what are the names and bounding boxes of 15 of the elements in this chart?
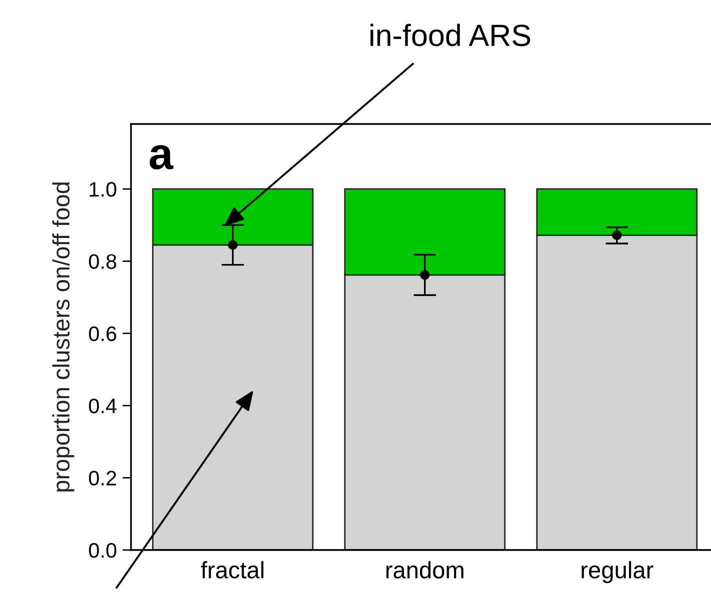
y-tick-label: 0.0 [88,543,116,558]
y-tick-label: 0.8 [88,254,116,269]
y-axis-title: proportion clusters on/off food [52,182,74,492]
y-tick-label: 1.0 [90,182,116,197]
point [420,270,430,280]
y-tick-label: 0.4 [88,398,117,414]
x-tick-label: random [386,561,464,578]
point [612,230,622,240]
x-tick-label: fractal [200,561,264,578]
y-tick-label: 0.2 [88,470,116,486]
y-tick-label: 0.6 [88,326,116,342]
annotation: a [150,145,174,170]
text: in-food ARS [370,24,530,46]
x-tick-label: regular [582,561,654,584]
point [228,240,238,250]
